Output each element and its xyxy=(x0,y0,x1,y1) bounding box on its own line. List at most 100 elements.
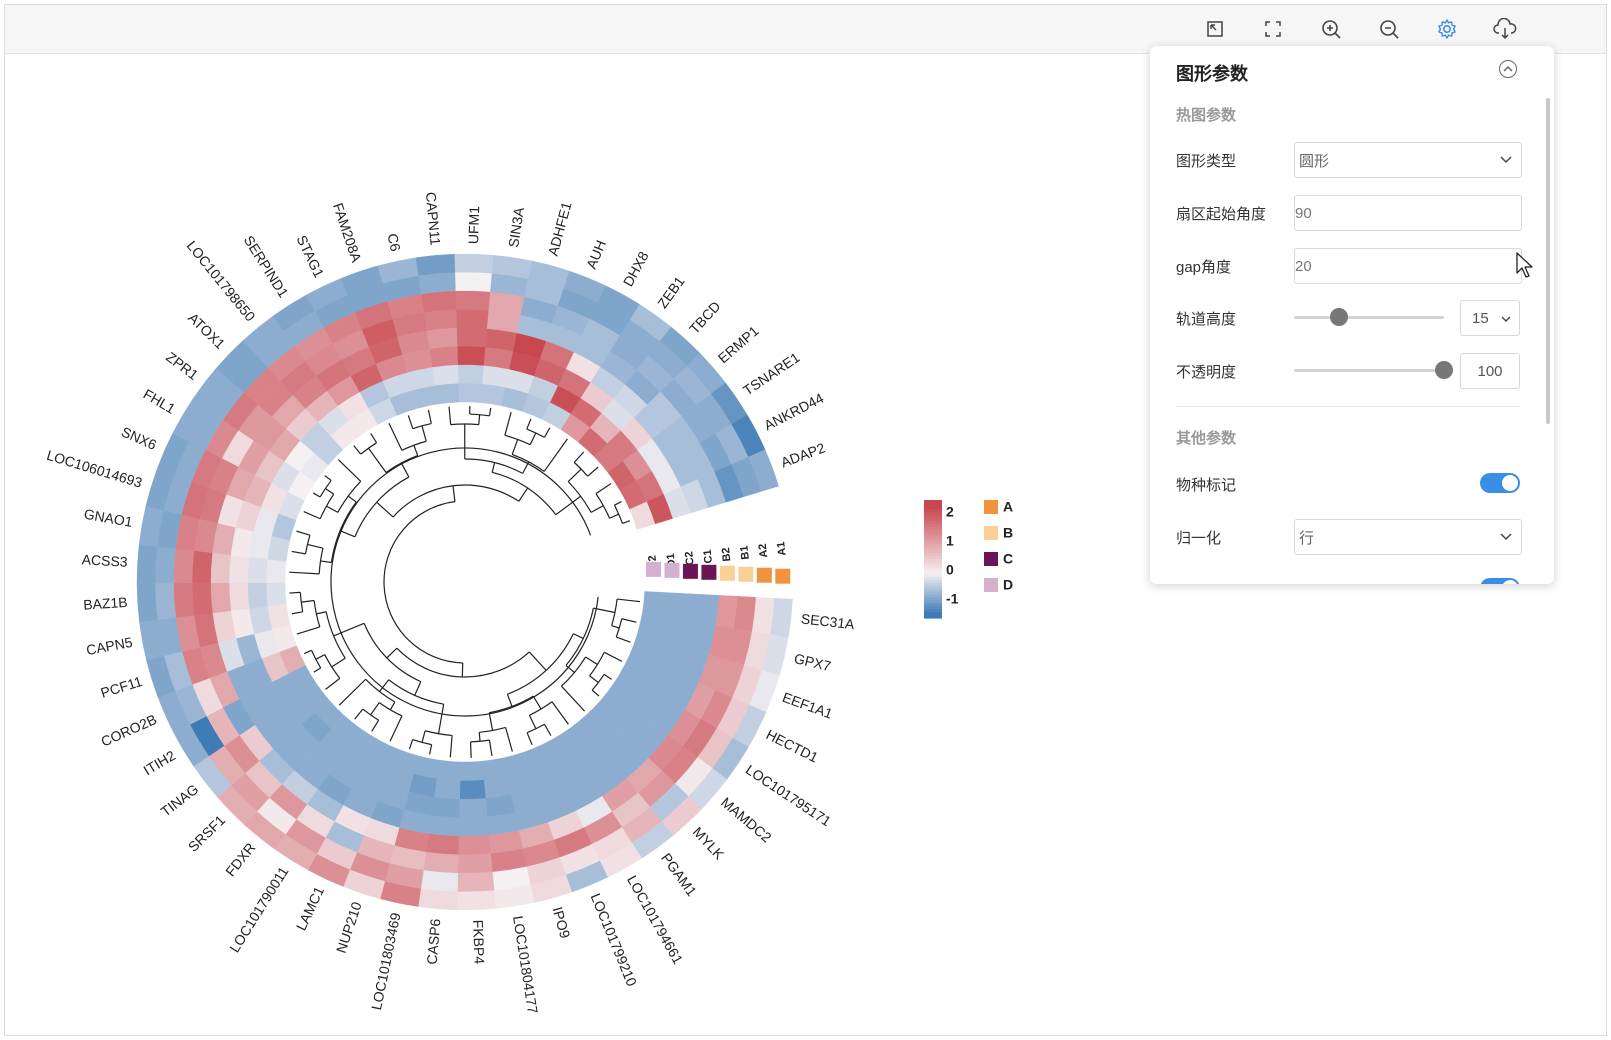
normalize-select[interactable]: 行 xyxy=(1294,519,1522,555)
gap-angle-label: gap角度 xyxy=(1176,259,1232,276)
dendrogram-branch xyxy=(312,492,321,498)
heatmap-cell[interactable] xyxy=(155,546,177,584)
dendrogram-branch xyxy=(450,423,479,426)
dendrogram-branch xyxy=(526,732,533,745)
gap-angle-input[interactable]: 20 xyxy=(1294,248,1522,284)
dendrogram-branch xyxy=(614,501,622,506)
heatmap-cell[interactable] xyxy=(642,591,664,617)
heatmap-cell[interactable] xyxy=(457,364,485,385)
restore-icon[interactable] xyxy=(1203,17,1227,41)
dendrogram-branch xyxy=(407,415,414,429)
heatmap-cell[interactable] xyxy=(458,383,483,403)
dendrogram-branch xyxy=(326,505,339,513)
heatmap-cell[interactable] xyxy=(247,582,269,609)
heatmap-cell[interactable] xyxy=(266,558,287,583)
heatmap-cell[interactable] xyxy=(192,550,213,584)
heatmap-cell[interactable] xyxy=(482,365,510,388)
start-angle-input[interactable]: 90 xyxy=(1294,195,1522,231)
heatmap-cell[interactable] xyxy=(455,272,493,293)
color-scale-step xyxy=(924,529,942,534)
dendrogram-branch xyxy=(392,484,520,518)
heatmap-cell[interactable] xyxy=(136,544,158,584)
heatmap-cell[interactable] xyxy=(456,327,488,348)
heatmap-cell[interactable] xyxy=(456,309,489,330)
heatmap-cell[interactable] xyxy=(417,888,458,911)
heatmap-cell[interactable] xyxy=(192,582,214,616)
heatmap-cell[interactable] xyxy=(425,833,459,855)
species-mark-toggle[interactable] xyxy=(1480,473,1520,493)
heatmap-cell[interactable] xyxy=(455,290,491,311)
shape-type-select[interactable]: 圆形 xyxy=(1294,142,1522,178)
heatmap-cell[interactable] xyxy=(458,834,491,855)
heatmap-cell[interactable] xyxy=(457,853,493,874)
heatmap-cell[interactable] xyxy=(173,582,195,618)
heatmap-cell[interactable] xyxy=(678,593,701,623)
dendrogram-branch xyxy=(296,626,320,635)
heatmap-cell[interactable] xyxy=(418,272,457,295)
heatmap-cell[interactable] xyxy=(426,327,458,350)
start-angle-label: 扇区起始角度 xyxy=(1176,206,1267,223)
heatmap-cell[interactable] xyxy=(433,778,461,800)
dendrogram-branch xyxy=(518,487,529,502)
heatmap-cell[interactable] xyxy=(210,552,232,584)
heatmap-cell[interactable] xyxy=(229,582,250,611)
heatmap-cell[interactable] xyxy=(629,501,656,530)
opacity-slider-thumb[interactable] xyxy=(1435,361,1453,379)
heatmap-cell[interactable] xyxy=(136,582,159,623)
track-height-select[interactable]: 15 xyxy=(1460,300,1520,336)
opacity-input[interactable]: 100 xyxy=(1460,353,1520,389)
opacity-slider[interactable] xyxy=(1294,369,1444,372)
zoom-in-icon[interactable] xyxy=(1319,17,1343,41)
dendrogram-branch xyxy=(528,714,537,730)
heatmap-cell[interactable] xyxy=(210,582,232,614)
heatmap-cell[interactable] xyxy=(173,548,195,584)
panel-scrollbar[interactable] xyxy=(1546,98,1550,424)
heatmap-cell[interactable] xyxy=(266,582,287,607)
heatmap-cell[interactable] xyxy=(424,309,458,332)
dendrogram-branch xyxy=(449,735,453,758)
heatmap-cell[interactable] xyxy=(429,346,459,368)
heatmap-cell[interactable] xyxy=(435,383,460,405)
color-scale-step xyxy=(924,553,942,557)
settings-icon[interactable] xyxy=(1435,17,1459,41)
color-scale-step xyxy=(924,594,942,598)
heatmap-cell[interactable] xyxy=(481,757,508,780)
collapse-button[interactable] xyxy=(1499,60,1517,78)
heatmap-cell[interactable] xyxy=(459,779,486,800)
heatmap-cell[interactable] xyxy=(696,594,719,626)
heatmap-cell[interactable] xyxy=(431,796,460,818)
heatmap-cell[interactable] xyxy=(454,253,494,274)
heatmap-cell[interactable] xyxy=(459,760,484,781)
heatmap-cell[interactable] xyxy=(459,797,488,818)
dendrogram-branch xyxy=(338,678,367,706)
fullscreen-icon[interactable] xyxy=(1261,17,1285,41)
heatmap-cell[interactable] xyxy=(480,384,506,407)
track-height-slider[interactable] xyxy=(1294,316,1444,319)
gene-label: SRSF1 xyxy=(185,812,229,855)
heatmap-cell[interactable] xyxy=(420,869,459,892)
heatmap-cell[interactable] xyxy=(229,554,250,584)
heatmap-cell[interactable] xyxy=(267,535,291,562)
heatmap-cell[interactable] xyxy=(428,814,460,837)
heatmap-cell[interactable] xyxy=(423,851,459,874)
track-height-slider-thumb[interactable] xyxy=(1330,308,1348,326)
next-option-toggle[interactable] xyxy=(1480,578,1520,584)
zoom-out-icon[interactable] xyxy=(1377,17,1401,41)
download-icon[interactable] xyxy=(1493,17,1517,41)
color-scale-step xyxy=(924,561,942,566)
heatmap-cell[interactable] xyxy=(457,346,486,367)
heatmap-cell[interactable] xyxy=(432,364,459,386)
heatmap-cell[interactable] xyxy=(660,592,682,620)
heatmap-cell[interactable] xyxy=(267,603,291,630)
dendrogram-branch xyxy=(325,488,335,495)
heatmap-cell[interactable] xyxy=(715,595,738,629)
heatmap-cell[interactable] xyxy=(458,816,490,837)
heatmap-cell[interactable] xyxy=(456,889,497,911)
heatmap-cell[interactable] xyxy=(155,582,177,620)
dendrogram-branch xyxy=(561,656,587,687)
heatmap-cell[interactable] xyxy=(457,871,495,892)
heatmap-cell[interactable] xyxy=(436,759,461,781)
heatmap-cell[interactable] xyxy=(247,556,269,583)
gene-label: EEF1A1 xyxy=(780,689,835,722)
heatmap-cell[interactable] xyxy=(421,290,457,313)
